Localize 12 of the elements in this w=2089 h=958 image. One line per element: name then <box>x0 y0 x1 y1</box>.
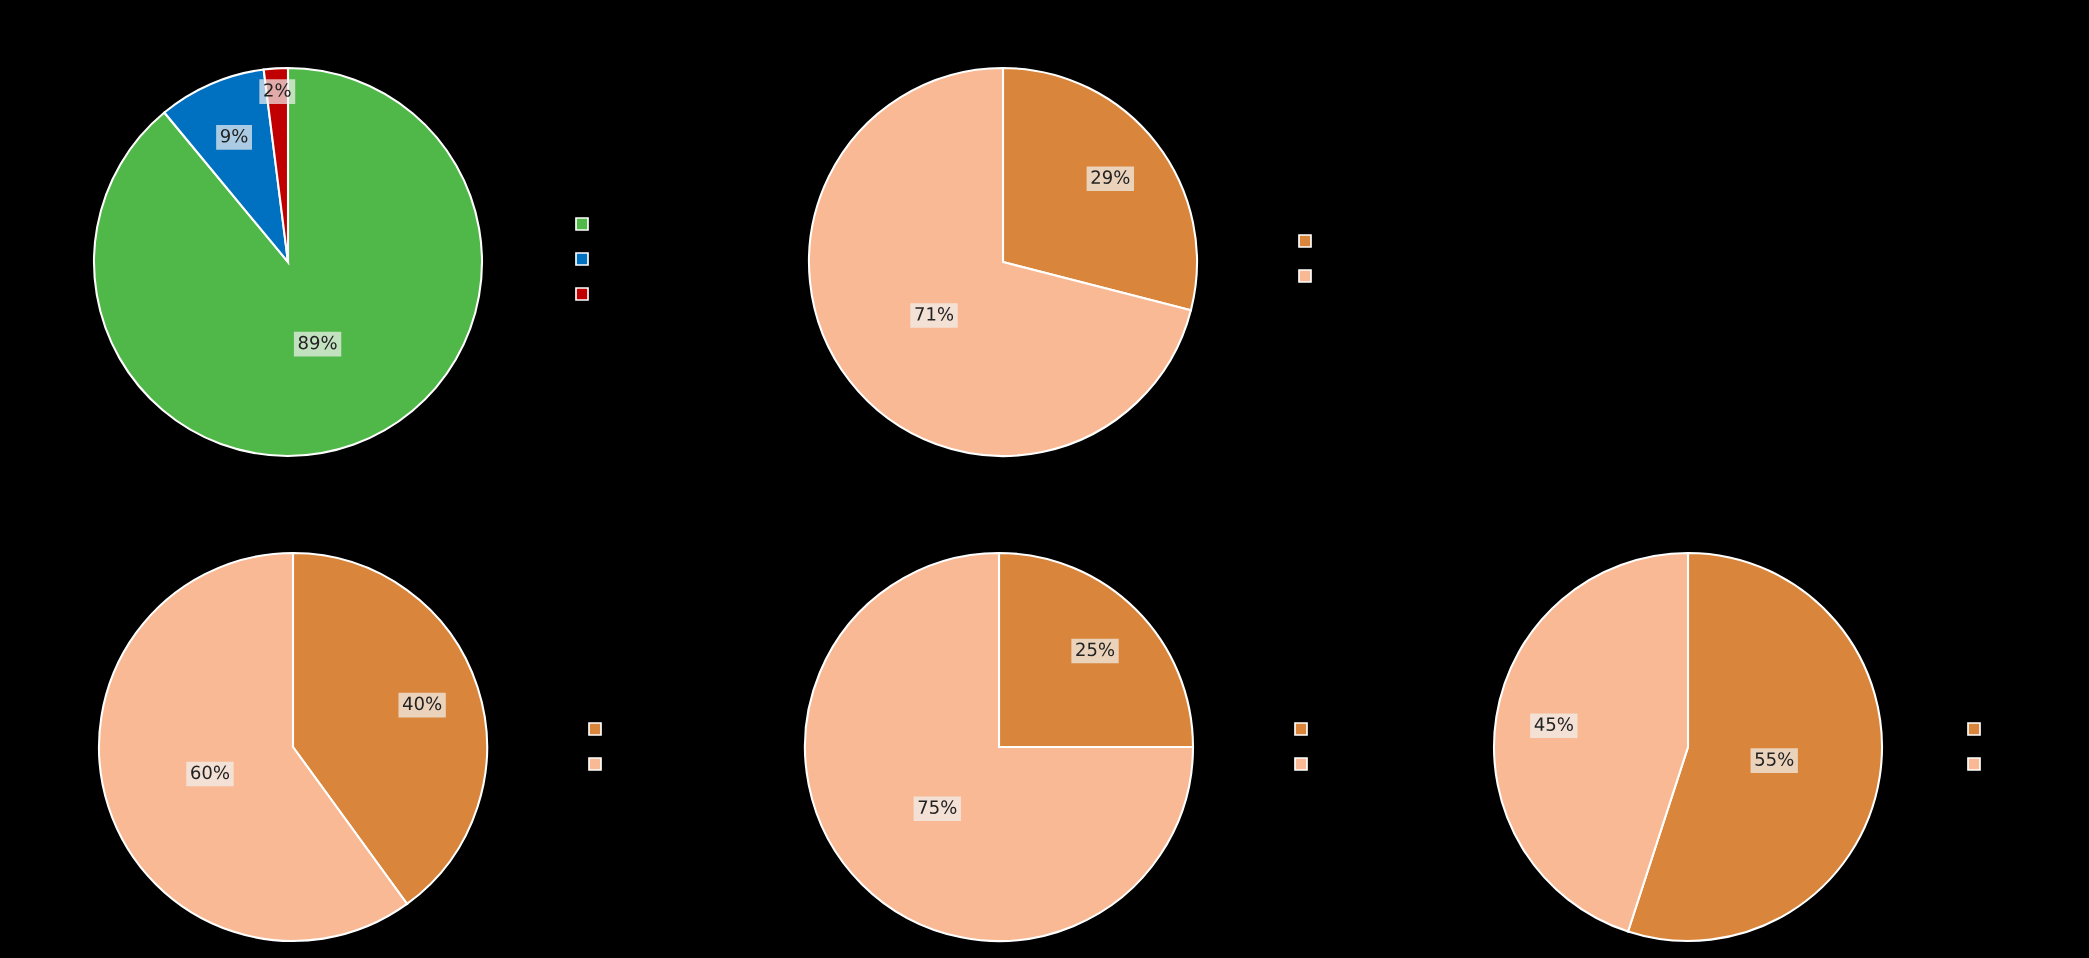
data-label: 55% <box>1755 752 1794 766</box>
data-label: 9% <box>220 128 248 143</box>
data-label: 89% <box>298 335 337 350</box>
data-label: 29% <box>1091 170 1130 185</box>
data-label: 2% <box>264 83 291 97</box>
pie-slice <box>803 551 1195 943</box>
data-label: 40% <box>402 696 442 711</box>
data-label: 60% <box>191 765 230 780</box>
data-label: 25% <box>1076 642 1115 657</box>
data-label: 71% <box>915 307 954 321</box>
data-label: 45% <box>1534 717 1573 731</box>
data-label: 75% <box>918 800 957 814</box>
